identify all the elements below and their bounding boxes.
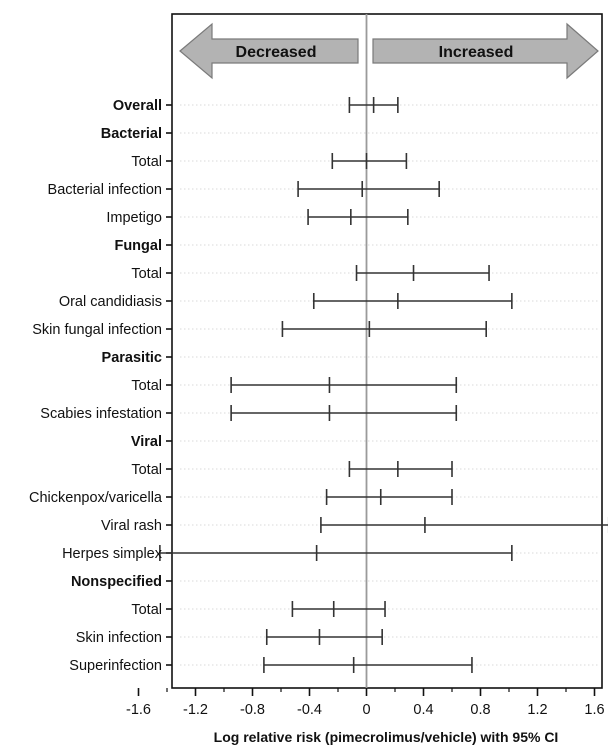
decreased-arrow: Decreased: [179, 22, 359, 80]
x-tick-label: 0.8: [470, 702, 490, 718]
x-tick-label: 0: [362, 702, 370, 718]
ci-row: [355, 265, 490, 281]
decreased-arrow-shape: [179, 22, 359, 80]
x-tick-label: 0.4: [413, 702, 433, 718]
group-header: Overall: [113, 98, 162, 114]
ci-row: [320, 517, 608, 533]
plot-frame: [171, 13, 603, 689]
ci-row: [230, 405, 458, 421]
x-tick-label: -0.4: [297, 702, 322, 718]
ci-row: [291, 601, 386, 617]
x-tick-label: -1.6: [126, 702, 151, 718]
row-label: Total: [131, 462, 162, 478]
ci-row: [230, 377, 458, 393]
x-axis-title: Log relative risk (pimecrolimus/vehicle)…: [214, 729, 559, 745]
ci-row: [331, 153, 408, 169]
decreased-label: Decreased: [236, 44, 317, 61]
group-header: Bacterial: [101, 126, 162, 142]
row-label: Impetigo: [106, 210, 162, 226]
ci-row: [281, 321, 488, 337]
group-header: Fungal: [114, 238, 162, 254]
row-labels: Overall Bacterial Total Bacterial infection…: [29, 98, 163, 674]
ci-row: [297, 181, 440, 197]
ci-row: [325, 489, 453, 505]
row-label: Superinfection: [69, 658, 162, 674]
row-label: Total: [131, 266, 162, 282]
ci-row: [348, 461, 453, 477]
group-header: Nonspecified: [71, 574, 162, 590]
increased-arrow: Increased: [372, 22, 599, 80]
x-tick-label: 1.6: [584, 702, 604, 718]
row-label: Total: [131, 154, 162, 170]
row-label: Herpes simplex: [62, 546, 163, 562]
x-axis: -1.6-1.2-0.8-0.400.40.81.21.62.0: [126, 688, 605, 718]
ci-row: [307, 209, 409, 225]
ci-row: [159, 545, 513, 561]
ci-row: [348, 97, 399, 113]
row-label: Bacterial infection: [48, 182, 162, 198]
x-tick-label: 1.2: [527, 702, 547, 718]
x-tick-label: -1.2: [183, 702, 208, 718]
y-axis-ticks: [166, 104, 172, 666]
row-label: Total: [131, 378, 162, 394]
confidence-intervals: [159, 97, 608, 673]
row-label: Chickenpox/varicella: [29, 490, 163, 506]
group-header: Viral: [131, 434, 162, 450]
ci-row: [312, 293, 513, 309]
row-label: Skin fungal infection: [32, 322, 162, 338]
ci-row: [265, 629, 383, 645]
row-label: Oral candidiasis: [59, 294, 162, 310]
row-label: Total: [131, 602, 162, 618]
x-tick-label: -0.8: [240, 702, 265, 718]
row-label: Scabies infestation: [40, 406, 162, 422]
row-label: Viral rash: [101, 518, 162, 534]
row-label: Skin infection: [76, 630, 162, 646]
increased-label: Increased: [439, 44, 514, 61]
group-header: Parasitic: [102, 350, 162, 366]
ci-row: [263, 657, 473, 673]
increased-arrow-shape: [372, 22, 599, 80]
